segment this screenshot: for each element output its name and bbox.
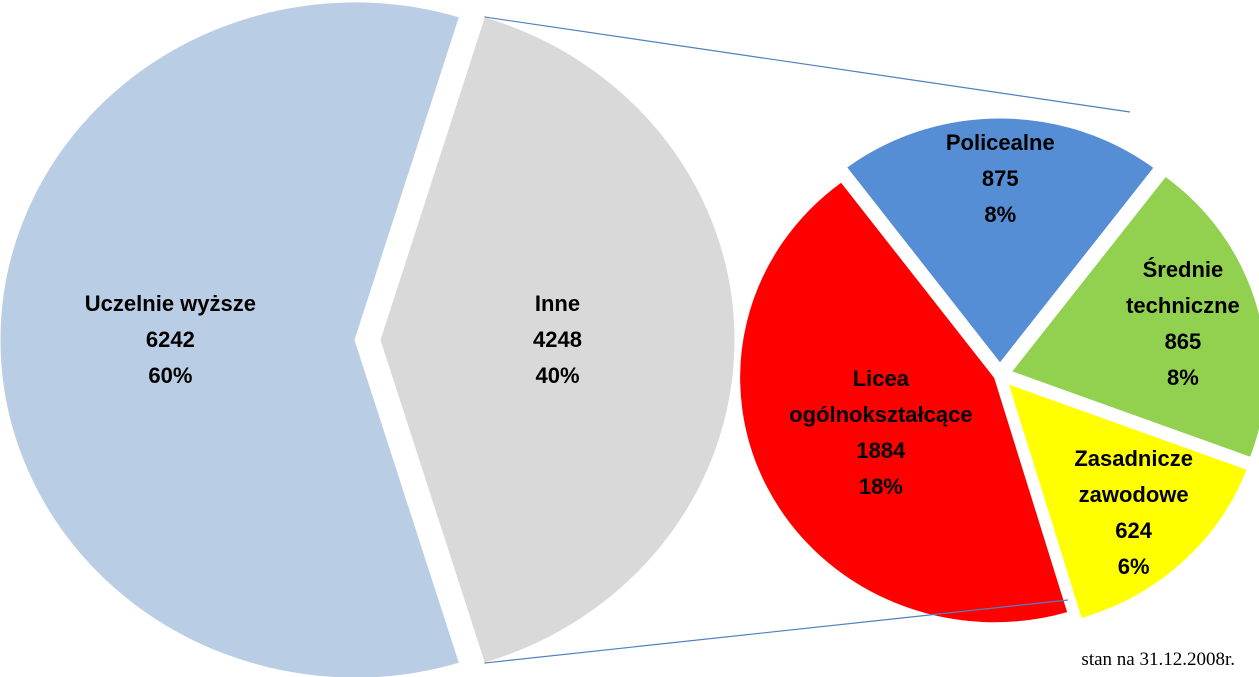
share-label: 8% xyxy=(1167,364,1199,390)
value-label: 6242 xyxy=(145,327,195,352)
value-label: 624 xyxy=(1115,517,1152,543)
category-label: Licea ogólnokształcące xyxy=(789,365,973,427)
pie-slice xyxy=(0,1,461,677)
category-label: Zasadnicze zawodowe xyxy=(1074,445,1193,507)
note: stan na 31.12.2008r. xyxy=(1081,649,1235,670)
slice-label: Średnie techniczne 865 8% xyxy=(1126,252,1240,396)
slice-label: Zasadnicze zawodowe 624 6% xyxy=(1074,441,1193,585)
share-label: 8% xyxy=(984,202,1017,228)
slice-label: Policealne 875 8% xyxy=(946,125,1055,233)
share-label: 6% xyxy=(1117,553,1150,579)
value-label: 875 xyxy=(981,166,1019,192)
category-label: Średnie techniczne xyxy=(1126,256,1240,318)
pie-slice xyxy=(845,117,1155,364)
slice-label: Licea ogólnokształcące 1884 18% xyxy=(789,361,972,505)
pie-slice xyxy=(1010,175,1259,458)
category-label: Policealne xyxy=(945,130,1055,156)
share-label: 18% xyxy=(858,473,903,499)
slice-label: Uczelnie wyższe 6242 60% xyxy=(85,286,256,394)
value-label: 1884 xyxy=(856,437,906,463)
value-label: 4248 xyxy=(533,327,582,352)
share-label: 40% xyxy=(535,363,580,388)
connector-line xyxy=(484,599,1069,664)
category-label: Inne xyxy=(534,291,581,316)
connector-line xyxy=(484,16,1131,113)
category-label: Uczelnie wyższe xyxy=(84,291,256,316)
slice-label: Inne 4248 40% xyxy=(533,286,582,394)
pie-slice xyxy=(379,16,736,664)
value-label: 865 xyxy=(1164,328,1202,354)
pie-slice xyxy=(739,181,1069,624)
share-label: 60% xyxy=(148,363,193,388)
pie-slice xyxy=(1007,382,1248,620)
